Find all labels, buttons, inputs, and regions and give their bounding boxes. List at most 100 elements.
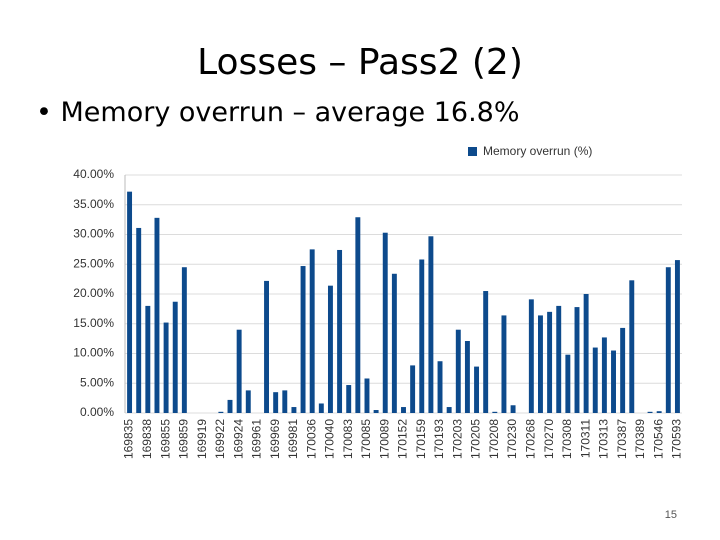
bar [620,327,626,413]
x-tick-label: 170089 [377,419,391,459]
bar [300,266,306,413]
bar [309,249,315,413]
x-tick-label: 170205 [469,419,483,459]
x-tick-label: 170268 [524,419,538,459]
bar [419,259,425,413]
bar [410,365,416,413]
bar [172,301,178,413]
bar [556,305,562,413]
bar [401,407,406,413]
bar [337,249,343,413]
x-tick-label: 169922 [213,419,227,459]
x-tick-label: 169969 [268,419,282,459]
x-tick-label: 170546 [651,419,665,459]
bar [327,285,333,413]
bar [665,267,671,413]
bar [510,405,516,413]
x-tick-label: 170036 [304,419,318,459]
x-tick-label: 170230 [505,419,519,459]
x-tick-label: 170311 [578,419,592,458]
x-tick-label: 169835 [122,419,136,459]
x-tick-label: 169859 [177,419,191,459]
x-tick-label: 170270 [542,419,556,459]
bar [181,267,187,413]
bar [273,392,279,413]
x-tick-label: 170159 [414,419,428,459]
bar [474,366,480,413]
bar [446,407,452,413]
bar [483,291,489,413]
legend-label: Memory overrun (%) [483,144,592,158]
x-tick-label: 170085 [359,419,373,459]
y-tick-label: 10.00% [73,346,114,360]
bar [382,232,388,413]
bar [154,217,160,413]
bar [437,361,443,413]
bar [127,191,133,413]
x-tick-label: 170040 [323,419,337,459]
x-tick-label: 170313 [597,419,611,459]
x-tick-label: 170193 [432,419,446,459]
bar [538,315,543,413]
y-tick-label: 30.00% [73,227,114,241]
bullet-text: • Memory overrun – average 16.8% [36,97,520,128]
x-tick-label: 170083 [341,419,355,459]
y-tick-label: 15.00% [73,316,114,330]
slide-title: Losses – Pass2 (2) [197,42,523,83]
x-tick-label: 169838 [140,419,154,459]
y-tick-label: 0.00% [80,405,114,419]
x-tick-label: 170152 [396,419,410,459]
y-tick-label: 20.00% [73,286,114,300]
bar [501,315,507,413]
bar [647,411,653,413]
bar [674,260,680,413]
bar [464,341,470,413]
x-tick-label: 170389 [633,419,647,459]
bar [346,385,352,413]
bar [227,399,233,413]
bar [218,411,224,413]
x-tick-label: 169919 [195,419,209,459]
bar [236,329,242,413]
x-tick-label: 170208 [487,419,501,459]
bar [373,410,379,413]
bar [428,236,434,413]
bar [611,350,616,413]
bar [455,329,461,413]
bar [547,311,553,413]
bar [528,299,534,413]
x-tick-label: 170203 [450,419,464,459]
x-tick-label: 169924 [231,419,245,459]
bar [145,305,151,413]
y-tick-label: 35.00% [73,197,114,211]
bar [364,378,370,413]
bar [245,390,251,413]
bullet: Memory overrun – average 16.8% [61,97,520,128]
x-tick-label: 169981 [286,419,300,459]
bar [264,280,269,413]
x-tick-label: 170308 [560,419,574,459]
bar [282,390,288,413]
x-tick-label: 169855 [158,419,172,459]
bar [601,337,607,413]
y-tick-label: 5.00% [80,375,114,389]
bar [656,411,662,413]
bar [318,403,324,413]
page-number: 15 [665,509,677,521]
bar [136,227,142,413]
x-tick-label: 170593 [670,419,684,459]
bar [583,294,589,413]
bar [592,347,598,413]
bar [391,273,397,413]
bar [565,354,571,413]
bar [492,411,498,413]
bar [355,217,361,413]
legend-swatch [468,147,477,156]
y-tick-label: 25.00% [73,256,114,270]
bar [574,307,580,413]
y-tick-label: 40.00% [73,167,114,181]
x-tick-label: 169961 [250,419,264,459]
bar [291,407,297,413]
x-tick-label: 170387 [615,419,629,459]
